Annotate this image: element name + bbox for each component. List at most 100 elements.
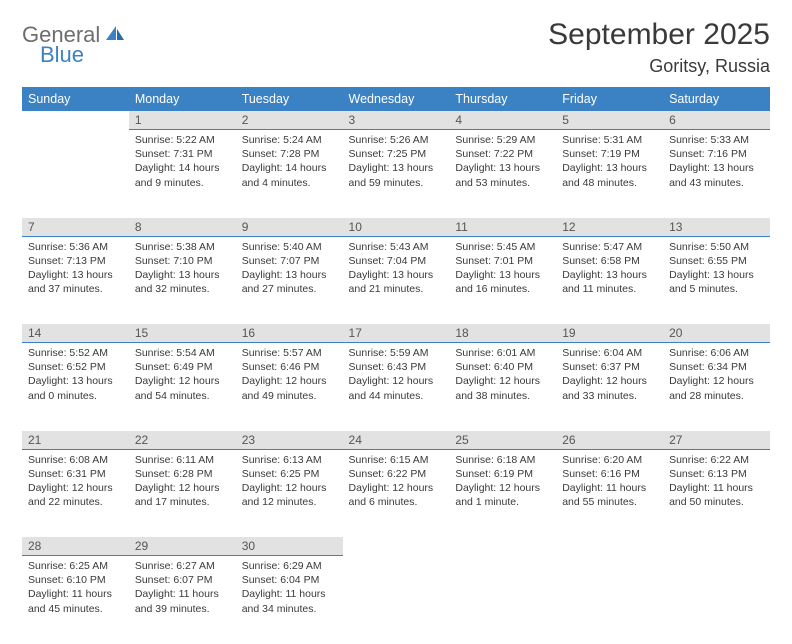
calendar-page: General Blue September 2025 Goritsy, Rus…: [0, 0, 792, 644]
logo-text-blue: Blue: [22, 44, 126, 66]
daylight-line2: and 54 minutes.: [135, 389, 230, 403]
day-cell: Sunrise: 5:26 AMSunset: 7:25 PMDaylight:…: [343, 130, 450, 218]
sunset-text: Sunset: 7:25 PM: [349, 147, 444, 161]
sunrise-text: Sunrise: 6:25 AM: [28, 559, 123, 573]
day-number-cell: [663, 537, 770, 556]
sunset-text: Sunset: 6:13 PM: [669, 467, 764, 481]
day-number-cell: 13: [663, 218, 770, 237]
day-number-cell: 23: [236, 431, 343, 450]
day-details: Sunrise: 6:18 AMSunset: 6:19 PMDaylight:…: [449, 450, 556, 516]
day-details: Sunrise: 5:50 AMSunset: 6:55 PMDaylight:…: [663, 237, 770, 303]
sunrise-text: Sunrise: 6:20 AM: [562, 453, 657, 467]
weekday-wednesday: Wednesday: [343, 87, 450, 111]
day-number-cell: [449, 537, 556, 556]
day-cell: Sunrise: 6:20 AMSunset: 6:16 PMDaylight:…: [556, 449, 663, 537]
day-details: Sunrise: 5:43 AMSunset: 7:04 PMDaylight:…: [343, 237, 450, 303]
day-number-cell: 25: [449, 431, 556, 450]
daylight-line2: and 39 minutes.: [135, 602, 230, 616]
day-number-cell: [556, 537, 663, 556]
day-number-cell: 8: [129, 218, 236, 237]
sunrise-text: Sunrise: 5:26 AM: [349, 133, 444, 147]
day-number-cell: 9: [236, 218, 343, 237]
daylight-line1: Daylight: 12 hours: [349, 481, 444, 495]
sunrise-text: Sunrise: 5:50 AM: [669, 240, 764, 254]
daylight-line2: and 28 minutes.: [669, 389, 764, 403]
daylight-line1: Daylight: 12 hours: [242, 481, 337, 495]
daylight-line2: and 38 minutes.: [455, 389, 550, 403]
day-cell: Sunrise: 5:22 AMSunset: 7:31 PMDaylight:…: [129, 130, 236, 218]
weekday-thursday: Thursday: [449, 87, 556, 111]
sunset-text: Sunset: 6:28 PM: [135, 467, 230, 481]
sunset-text: Sunset: 6:04 PM: [242, 573, 337, 587]
sunset-text: Sunset: 6:37 PM: [562, 360, 657, 374]
day-details: Sunrise: 6:15 AMSunset: 6:22 PMDaylight:…: [343, 450, 450, 516]
day-number-cell: 20: [663, 324, 770, 343]
day-cell: Sunrise: 5:57 AMSunset: 6:46 PMDaylight:…: [236, 343, 343, 431]
day-cell: Sunrise: 5:31 AMSunset: 7:19 PMDaylight:…: [556, 130, 663, 218]
day-cell: Sunrise: 6:15 AMSunset: 6:22 PMDaylight:…: [343, 449, 450, 537]
sunset-text: Sunset: 6:46 PM: [242, 360, 337, 374]
sunset-text: Sunset: 7:19 PM: [562, 147, 657, 161]
daynum-row: 14151617181920: [22, 324, 770, 343]
day-cell: Sunrise: 6:04 AMSunset: 6:37 PMDaylight:…: [556, 343, 663, 431]
daylight-line1: Daylight: 13 hours: [135, 268, 230, 282]
day-cell: Sunrise: 5:54 AMSunset: 6:49 PMDaylight:…: [129, 343, 236, 431]
daylight-line1: Daylight: 14 hours: [242, 161, 337, 175]
day-number-cell: 29: [129, 537, 236, 556]
header: General Blue September 2025 Goritsy, Rus…: [22, 18, 770, 77]
day-cell: Sunrise: 6:27 AMSunset: 6:07 PMDaylight:…: [129, 556, 236, 644]
day-details: Sunrise: 5:52 AMSunset: 6:52 PMDaylight:…: [22, 343, 129, 409]
day-number-cell: 1: [129, 111, 236, 130]
day-number-cell: 19: [556, 324, 663, 343]
day-number-cell: [343, 537, 450, 556]
sunset-text: Sunset: 6:55 PM: [669, 254, 764, 268]
day-details: Sunrise: 5:59 AMSunset: 6:43 PMDaylight:…: [343, 343, 450, 409]
day-cell: Sunrise: 6:13 AMSunset: 6:25 PMDaylight:…: [236, 449, 343, 537]
location: Goritsy, Russia: [548, 56, 770, 77]
daylight-line1: Daylight: 12 hours: [669, 374, 764, 388]
sunrise-text: Sunrise: 5:33 AM: [669, 133, 764, 147]
day-content-row: Sunrise: 6:25 AMSunset: 6:10 PMDaylight:…: [22, 556, 770, 644]
sunset-text: Sunset: 7:10 PM: [135, 254, 230, 268]
weekday-tuesday: Tuesday: [236, 87, 343, 111]
sunset-text: Sunset: 7:13 PM: [28, 254, 123, 268]
day-cell: Sunrise: 5:59 AMSunset: 6:43 PMDaylight:…: [343, 343, 450, 431]
day-details: Sunrise: 6:22 AMSunset: 6:13 PMDaylight:…: [663, 450, 770, 516]
daylight-line2: and 45 minutes.: [28, 602, 123, 616]
day-number-cell: [22, 111, 129, 130]
daylight-line1: Daylight: 12 hours: [455, 374, 550, 388]
day-cell: Sunrise: 5:29 AMSunset: 7:22 PMDaylight:…: [449, 130, 556, 218]
day-number-cell: 30: [236, 537, 343, 556]
sunrise-text: Sunrise: 6:15 AM: [349, 453, 444, 467]
sunrise-text: Sunrise: 5:57 AM: [242, 346, 337, 360]
day-number-cell: 17: [343, 324, 450, 343]
daynum-row: 282930: [22, 537, 770, 556]
daylight-line2: and 5 minutes.: [669, 282, 764, 296]
day-cell: [556, 556, 663, 644]
day-details: Sunrise: 6:06 AMSunset: 6:34 PMDaylight:…: [663, 343, 770, 409]
sunrise-text: Sunrise: 5:47 AM: [562, 240, 657, 254]
sunset-text: Sunset: 7:28 PM: [242, 147, 337, 161]
sunrise-text: Sunrise: 6:29 AM: [242, 559, 337, 573]
day-details: Sunrise: 5:26 AMSunset: 7:25 PMDaylight:…: [343, 130, 450, 196]
day-details: Sunrise: 5:47 AMSunset: 6:58 PMDaylight:…: [556, 237, 663, 303]
weekday-sunday: Sunday: [22, 87, 129, 111]
day-number-cell: 22: [129, 431, 236, 450]
sunrise-text: Sunrise: 5:40 AM: [242, 240, 337, 254]
daylight-line2: and 9 minutes.: [135, 176, 230, 190]
day-cell: Sunrise: 5:24 AMSunset: 7:28 PMDaylight:…: [236, 130, 343, 218]
sunrise-text: Sunrise: 5:22 AM: [135, 133, 230, 147]
day-details: Sunrise: 6:13 AMSunset: 6:25 PMDaylight:…: [236, 450, 343, 516]
daylight-line1: Daylight: 13 hours: [349, 161, 444, 175]
sunset-text: Sunset: 6:22 PM: [349, 467, 444, 481]
day-details: Sunrise: 5:24 AMSunset: 7:28 PMDaylight:…: [236, 130, 343, 196]
day-cell: [22, 130, 129, 218]
daylight-line2: and 53 minutes.: [455, 176, 550, 190]
daylight-line2: and 12 minutes.: [242, 495, 337, 509]
day-details: Sunrise: 5:29 AMSunset: 7:22 PMDaylight:…: [449, 130, 556, 196]
sunrise-text: Sunrise: 5:36 AM: [28, 240, 123, 254]
daylight-line1: Daylight: 13 hours: [455, 268, 550, 282]
logo: General Blue: [22, 18, 126, 66]
daylight-line1: Daylight: 11 hours: [28, 587, 123, 601]
daylight-line2: and 21 minutes.: [349, 282, 444, 296]
